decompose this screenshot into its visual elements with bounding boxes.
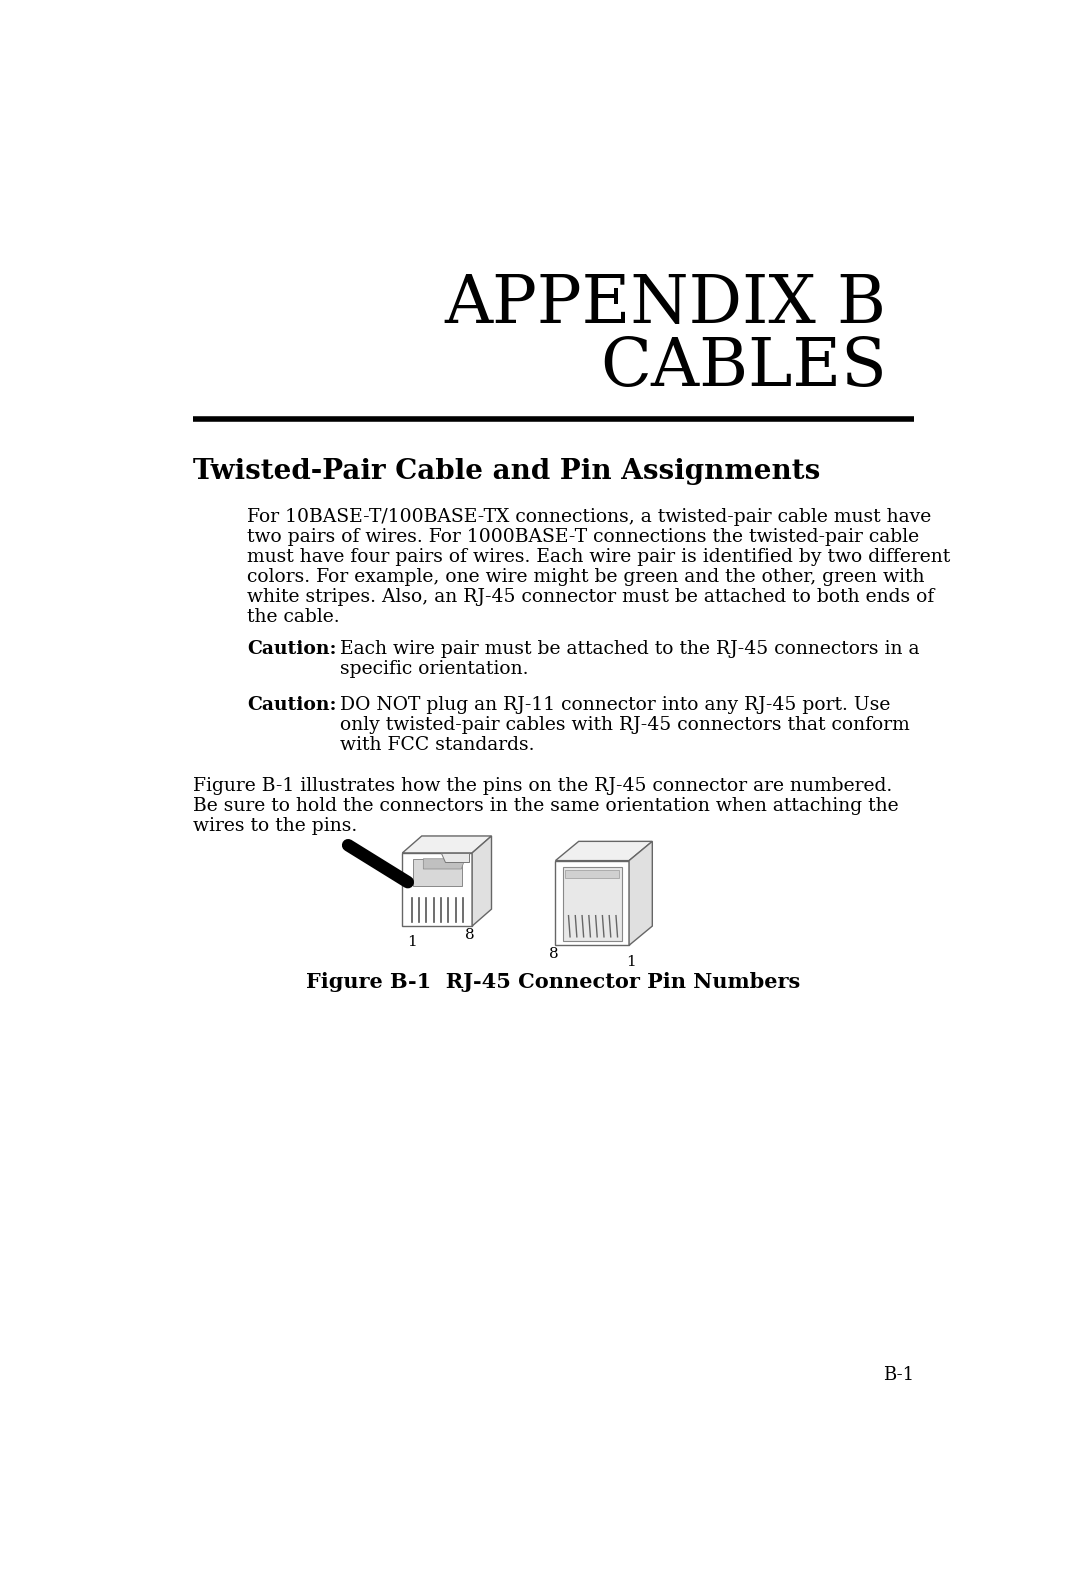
Text: Caution:: Caution: bbox=[247, 641, 337, 658]
Polygon shape bbox=[403, 835, 491, 853]
Text: only twisted-pair cables with RJ-45 connectors that conform: only twisted-pair cables with RJ-45 conn… bbox=[340, 716, 910, 733]
Text: Caution:: Caution: bbox=[247, 696, 337, 714]
Polygon shape bbox=[441, 853, 469, 862]
Text: 1: 1 bbox=[626, 955, 636, 969]
Text: 1: 1 bbox=[407, 936, 417, 950]
Polygon shape bbox=[565, 870, 619, 878]
Text: 8: 8 bbox=[549, 947, 558, 961]
Text: the cable.: the cable. bbox=[247, 608, 340, 626]
Text: two pairs of wires. For 1000BASE-T connections the twisted-pair cable: two pairs of wires. For 1000BASE-T conne… bbox=[247, 528, 919, 546]
Polygon shape bbox=[413, 859, 461, 885]
Text: DO NOT plug an RJ-11 connector into any RJ-45 port. Use: DO NOT plug an RJ-11 connector into any … bbox=[340, 696, 891, 714]
Text: B-1: B-1 bbox=[882, 1366, 914, 1385]
Text: wires to the pins.: wires to the pins. bbox=[193, 818, 357, 835]
Polygon shape bbox=[563, 867, 622, 940]
Text: Each wire pair must be attached to the RJ-45 connectors in a: Each wire pair must be attached to the R… bbox=[340, 641, 920, 658]
Text: APPENDIX B: APPENDIX B bbox=[445, 272, 887, 338]
Text: 8: 8 bbox=[465, 928, 474, 942]
Polygon shape bbox=[403, 853, 472, 926]
Polygon shape bbox=[423, 859, 465, 870]
Polygon shape bbox=[472, 835, 491, 926]
Text: with FCC standards.: with FCC standards. bbox=[340, 736, 535, 754]
Text: Be sure to hold the connectors in the same orientation when attaching the: Be sure to hold the connectors in the sa… bbox=[193, 798, 899, 815]
Text: Figure B-1  RJ-45 Connector Pin Numbers: Figure B-1 RJ-45 Connector Pin Numbers bbox=[307, 972, 800, 992]
Text: colors. For example, one wire might be green and the other, green with: colors. For example, one wire might be g… bbox=[247, 568, 924, 586]
Text: For 10BASE-T/100BASE-TX connections, a twisted-pair cable must have: For 10BASE-T/100BASE-TX connections, a t… bbox=[247, 509, 932, 526]
Text: Figure B-1 illustrates how the pins on the RJ-45 connector are numbered.: Figure B-1 illustrates how the pins on t… bbox=[193, 777, 892, 796]
Text: must have four pairs of wires. Each wire pair is identified by two different: must have four pairs of wires. Each wire… bbox=[247, 548, 950, 567]
Polygon shape bbox=[629, 842, 652, 945]
Polygon shape bbox=[555, 860, 629, 945]
Text: CABLES: CABLES bbox=[600, 334, 887, 400]
Text: white stripes. Also, an RJ-45 connector must be attached to both ends of: white stripes. Also, an RJ-45 connector … bbox=[247, 589, 934, 606]
Text: specific orientation.: specific orientation. bbox=[340, 661, 529, 678]
Polygon shape bbox=[555, 842, 652, 860]
Text: Twisted-Pair Cable and Pin Assignments: Twisted-Pair Cable and Pin Assignments bbox=[193, 458, 821, 485]
